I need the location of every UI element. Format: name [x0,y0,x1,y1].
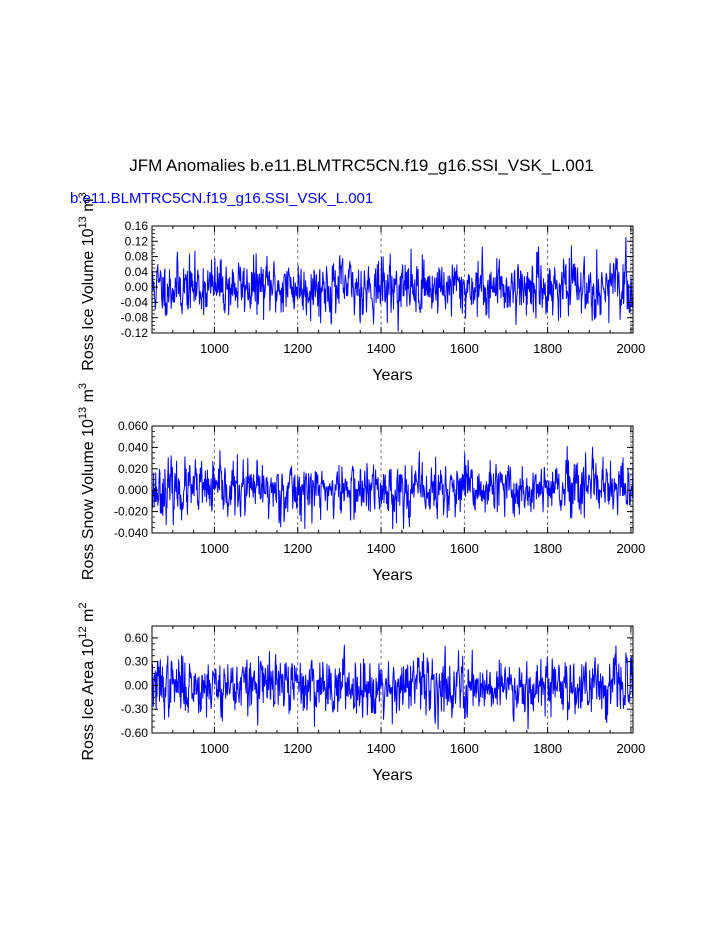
y-tick-label: 0.12 [125,234,149,248]
x-axis-label: Years [372,767,412,784]
x-tick-label: 1200 [283,541,312,556]
x-axis-label: Years [372,567,412,584]
x-tick-label: 1400 [367,741,396,756]
x-tick-label: 1400 [367,341,396,356]
y-tick-label: 0.08 [125,250,149,264]
y-tick-label: 0.16 [125,219,149,233]
x-tick-label: 1000 [200,541,229,556]
y-tick-label: 0.04 [125,265,149,279]
y-tick-label: 0.020 [118,462,148,476]
y-tick-label: 0.060 [118,419,148,433]
y-tick-label: -0.08 [121,311,149,325]
y-axis-label: Ross Ice Area 1012 m2 [77,603,97,761]
x-tick-label: 1800 [533,741,562,756]
y-tick-label: 0.040 [118,440,148,454]
ross-ice-area-series-line [151,644,634,730]
y-tick-label: -0.60 [121,726,149,740]
x-tick-label: 2000 [616,541,645,556]
x-tick-label: 1200 [283,741,312,756]
y-tick-label: -0.040 [114,526,148,540]
x-tick-label: 2000 [616,341,645,356]
ross-ice-volume-panel: -0.12-0.08 -0.040.000.040.08 0.120.16 1000 1… [77,192,645,384]
figure-title: JFM Anomalies b.e11.BLMTRC5CN.f19_g16.SS… [129,156,594,175]
x-tick-label: 1000 [200,341,229,356]
ross-snow-volume-series-line [151,445,634,530]
x-tick-label: 1600 [450,541,479,556]
ross-snow-volume-panel: -0.040 -0.020 0.000 0.020 0.040 0.060 1000 1200… [77,383,645,584]
x-tick-label: 1800 [533,541,562,556]
y-tick-label: 0.00 [125,678,149,692]
y-tick-label: -0.30 [121,702,149,716]
y-axis-label: Ross Ice Volume 1013 m3 [77,192,97,370]
x-tick-label: 1600 [450,341,479,356]
x-tick-label: 1600 [450,741,479,756]
y-tick-label: 0.00 [125,280,149,294]
x-tick-label: 1800 [533,341,562,356]
x-tick-label: 2000 [616,741,645,756]
x-axis-label: Years [372,367,412,384]
y-tick-label: -0.04 [121,295,149,309]
y-axis-label: Ross Snow Volume 1013 m3 [77,383,97,580]
ross-ice-volume-series-line [151,236,634,332]
x-tick-label: 1400 [367,541,396,556]
y-tick-label: 0.30 [125,655,149,669]
x-tick-label: 1000 [200,741,229,756]
y-tick-label: -0.12 [121,326,149,340]
case-label: b.e11.BLMTRC5CN.f19_g16.SSI_VSK_L.001 [70,190,374,207]
y-tick-label: 0.60 [125,631,149,645]
ross-ice-area-panel: -0.60 -0.30 0.00 0.30 0.60 1000 1200 1400 1600 18… [77,603,645,785]
y-tick-label: 0.000 [118,483,148,497]
x-tick-label: 1200 [283,341,312,356]
y-tick-label: -0.020 [114,505,148,519]
